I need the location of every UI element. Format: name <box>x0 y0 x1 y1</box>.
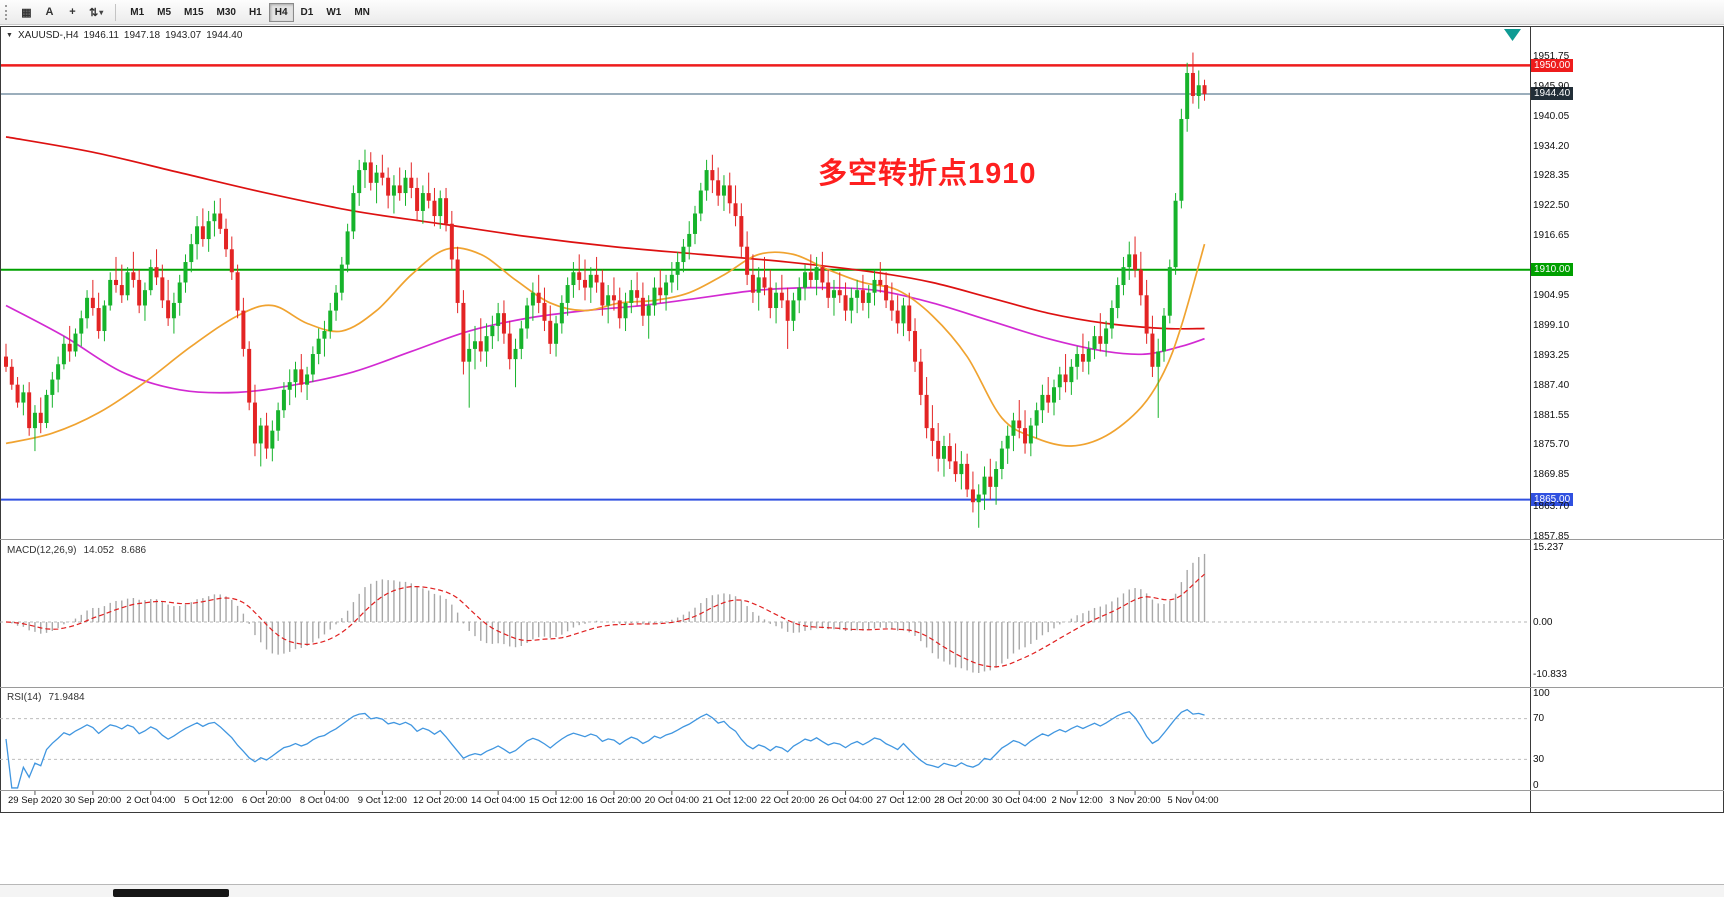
ohlc-low: 1943.07 <box>165 30 202 41</box>
indicators-dropdown-icon[interactable]: ⇅ ▾ <box>85 3 107 22</box>
chart-shift-marker[interactable] <box>1504 29 1521 41</box>
crosshair-icon[interactable]: + <box>62 3 83 22</box>
chart-text-annotation[interactable]: 多空转折点1910 <box>818 158 1037 190</box>
rsi-name: RSI(14) <box>7 692 42 703</box>
macd-value-main: 14.052 <box>83 545 115 556</box>
period-button-M5[interactable]: M5 <box>151 3 177 22</box>
period-button-D1[interactable]: D1 <box>295 3 320 22</box>
symbol-period-label: XAUUSD-,H4 <box>17 30 79 41</box>
price-scale[interactable] <box>1531 26 1724 813</box>
text-tool-icon[interactable]: A <box>39 3 60 22</box>
ohlc-high: 1947.18 <box>123 30 161 41</box>
macd-indicator-label: MACD(12,26,9) 14.052 8.686 <box>7 545 146 556</box>
macd-value-signal: 8.686 <box>121 545 147 556</box>
macd-histogram <box>11 553 1206 674</box>
macd-signal-line <box>5 573 1205 668</box>
timeframe-buttons: M1 M5 M15 M30 H1 H4 D1 W1 MN <box>124 2 376 22</box>
period-button-M15[interactable]: M15 <box>178 3 209 22</box>
ma-line-fast <box>5 243 1206 447</box>
toolbar-separator <box>115 3 117 21</box>
ma-line-medium <box>5 286 1205 394</box>
taskbar-item[interactable] <box>113 889 229 897</box>
period-button-M1[interactable]: M1 <box>124 3 150 22</box>
rsi-line <box>5 708 1205 789</box>
indicators-glyph: ⇅ <box>89 6 99 19</box>
period-button-W1[interactable]: W1 <box>320 3 347 22</box>
bottom-status-strip <box>0 884 1724 897</box>
chevron-down-icon: ▾ <box>99 7 104 17</box>
ohlc-open: 1946.11 <box>83 30 119 41</box>
time-axis[interactable] <box>0 791 1530 812</box>
ohlc-close: 1944.40 <box>206 30 243 41</box>
period-button-H4[interactable]: H4 <box>268 2 294 22</box>
period-button-H1[interactable]: H1 <box>243 3 268 22</box>
macd-name: MACD(12,26,9) <box>7 545 77 556</box>
candles-layer <box>4 52 1207 528</box>
toolbar: ▦ A + ⇅ ▾ M1 M5 M15 M30 H1 H4 D1 W1 MN <box>0 0 1724 25</box>
period-button-MN[interactable]: MN <box>348 3 376 22</box>
ma-line-slow <box>5 136 1205 330</box>
period-button-M30[interactable]: M30 <box>211 3 242 22</box>
chart-frame <box>0 26 1724 813</box>
rsi-indicator-label: RSI(14) 71.9484 <box>7 692 85 703</box>
collapse-triangle-icon[interactable]: ▼ <box>6 32 13 39</box>
chart-window-icon[interactable]: ▦ <box>16 3 37 22</box>
toolbar-grip[interactable] <box>5 4 10 20</box>
rsi-value: 71.9484 <box>48 692 85 703</box>
chart-symbol-title: ▼ XAUUSD-,H4 1946.11 1947.18 1943.07 194… <box>6 30 242 41</box>
